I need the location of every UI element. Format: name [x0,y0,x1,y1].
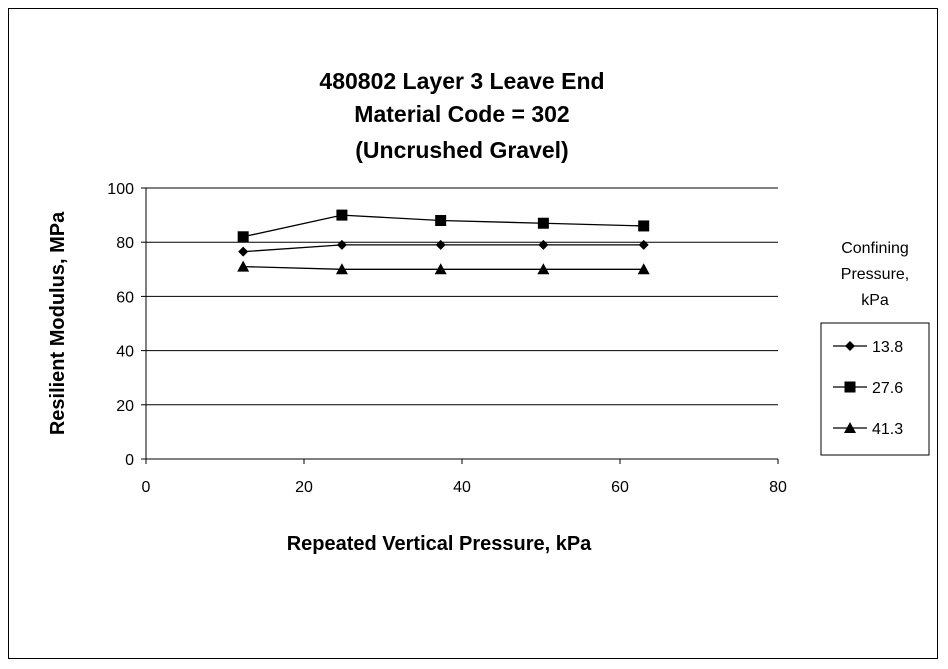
legend-box [820,322,930,456]
series-0-point-1 [336,239,347,250]
chart-title-line-3: (Uncrushed Gravel) [355,137,569,163]
x-tick-label-4: 80 [769,479,787,496]
legend-label-2: 41.3 [872,421,903,438]
series-2-point-1 [335,263,348,275]
chart-frame [8,8,938,659]
chart-title-line-2: Material Code = 302 [354,101,570,127]
series-1-point-0 [237,231,249,243]
y-tick-label-0: 0 [125,452,134,469]
y-axis-title: Resilient Modulus, MPa [47,211,69,435]
legend-marker-2 [844,422,856,433]
y-tick-label-2: 40 [116,344,134,361]
series-2-point-3 [537,263,550,275]
legend-title-line-3: kPa [861,292,889,309]
series-0-point-0 [238,246,249,257]
series-1-point-3 [537,217,549,229]
x-tick-label-0: 0 [142,479,151,496]
legend-marker-0 [845,341,855,351]
series-0-point-3 [538,239,549,250]
series-0-point-2 [435,239,446,250]
legend-marker-1 [844,381,856,393]
series-2-point-0 [237,260,250,272]
y-tick-label-4: 80 [116,235,134,252]
y-tick-label-1: 20 [116,398,134,415]
y-tick-label-5: 100 [107,181,134,198]
x-tick-label-3: 60 [611,479,629,496]
x-tick-label-2: 40 [453,479,471,496]
legend-label-0: 13.8 [872,339,903,356]
series-0-point-4 [638,239,649,250]
y-tick-label-3: 60 [116,289,134,306]
x-axis-title: Repeated Vertical Pressure, kPa [287,533,592,555]
series-1-point-1 [336,209,348,221]
legend-title-line-1: Confining [841,240,909,257]
series-2-point-2 [434,263,447,275]
plot-area [146,188,778,459]
series-1-point-4 [638,220,650,232]
legend-title-line-2: Pressure, [840,266,910,283]
series-2-point-4 [637,263,650,275]
chart-title-line-1: 480802 Layer 3 Leave End [319,68,605,94]
legend-label-1: 27.6 [872,380,903,397]
x-tick-label-1: 20 [295,479,313,496]
series-1-point-2 [435,215,447,227]
